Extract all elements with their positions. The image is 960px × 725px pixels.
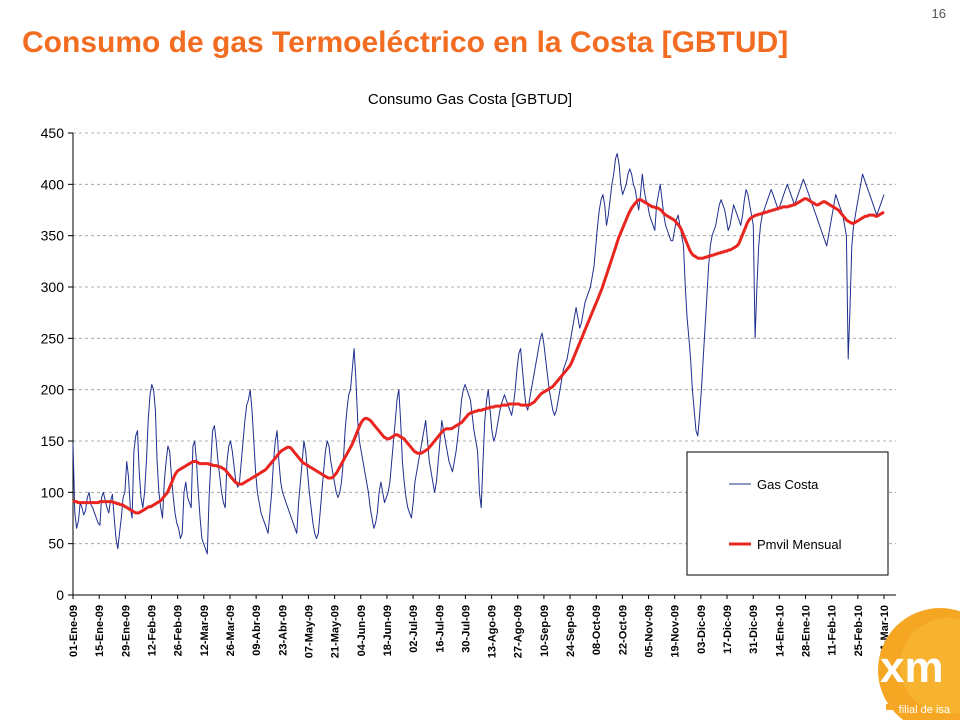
legend-label: Gas Costa [757,477,819,492]
x-tick-label: 01-Ene-09 [68,605,80,657]
x-tick-label: 09-Abr-09 [251,605,263,656]
x-tick-label: 03-Dic-09 [696,605,708,654]
chart-axes [68,132,896,599]
x-tick-label: 23-Abr-09 [277,605,289,656]
slide-number: 16 [931,6,946,21]
x-tick-labels: 01-Ene-09 15-Ene-09 29-Ene-09 12-Feb-09 26-F… [68,605,891,658]
x-tick-label: 26-Feb-09 [173,605,185,656]
x-tick-label: 08-Oct-09 [591,605,603,655]
logo-mark: xm [880,643,944,692]
chart-legend: Gas Costa Pmvil Mensual [686,451,889,576]
x-tick-label: 26-Mar-09 [225,605,237,656]
x-tick-label: 13-Ago-09 [487,605,499,658]
y-tick-label: 300 [41,279,65,295]
y-tick-label: 450 [41,125,65,141]
y-tick-label: 350 [41,228,65,244]
legend-box [686,451,889,576]
x-tick-label: 14-Ene-10 [774,605,786,657]
x-tick-label: 12-Mar-09 [199,605,211,656]
x-tick-label: 25-Feb-10 [853,605,865,656]
x-tick-label: 07-May-09 [303,605,315,658]
x-tick-label: 04-Jun-09 [356,605,368,656]
x-tick-label: 19-Nov-09 [670,605,682,658]
x-tick-label: 31-Dic-09 [748,605,760,654]
x-tick-label: 21-May-09 [330,605,342,658]
x-tick-label: 22-Oct-09 [617,605,629,655]
x-tick-label: 28-Ene-10 [801,605,813,657]
y-tick-labels: 0 50 100 150 200 250 300 350 400 450 [41,125,65,603]
x-tick-label: 12-Feb-09 [146,605,158,656]
x-tick-label: 15-Ene-09 [94,605,106,657]
chart-series [72,153,885,555]
x-tick-label: 18-Jun-09 [382,605,394,656]
x-tick-label: 29-Ene-09 [120,605,132,657]
x-tick-label: 16-Jul-09 [434,605,446,653]
x-tick-label: 02-Jul-09 [408,605,420,653]
chart-title: Consumo Gas Costa [GBTUD] [368,91,572,108]
logo-tagline: filial de isa [898,704,950,716]
y-tick-label: 250 [41,330,65,346]
logo-graphic: xm [878,608,960,725]
y-tick-label: 50 [48,536,64,552]
y-tick-label: 0 [56,587,64,603]
x-tick-label: 24-Sep-09 [565,605,577,657]
x-tick-label: 11-Feb-10 [827,605,839,656]
series-line-gas-costa [72,153,885,555]
y-tick-label: 100 [41,484,65,500]
slide-title: Consumo de gas Termoeléctrico en la Cost… [22,26,789,59]
y-tick-label: 400 [41,176,65,192]
y-tick-label: 150 [41,433,65,449]
x-tick-label: 05-Nov-09 [644,605,656,658]
x-tick-label: 30-Jul-09 [460,605,472,653]
x-tick-label: 27-Ago-09 [513,605,525,658]
x-tick-label: 17-Dic-09 [722,605,734,654]
x-tick-label: 10-Sep-09 [539,605,551,657]
xm-logo: xm filial de isa [830,600,960,725]
legend-label: Pmvil Mensual [757,537,842,552]
series-line-pmvil-mensual [72,197,885,515]
y-tick-label: 200 [41,382,65,398]
